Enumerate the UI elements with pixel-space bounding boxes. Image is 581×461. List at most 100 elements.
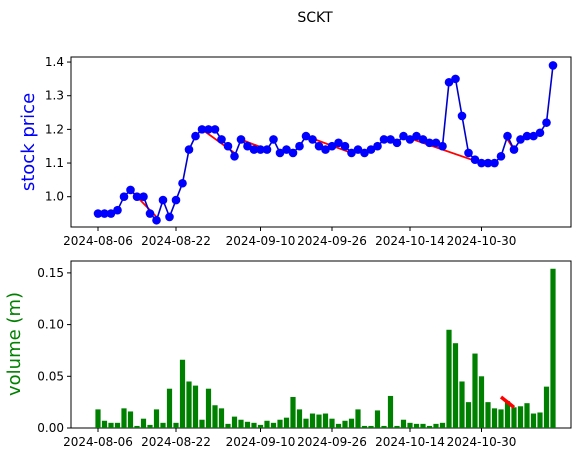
volume-bar <box>108 422 114 428</box>
volume-bar <box>452 343 459 428</box>
price-point <box>509 145 519 154</box>
volume-bar <box>212 405 218 428</box>
price-point <box>366 145 376 154</box>
volume-bar <box>218 408 225 428</box>
price-x-axis: 2024-08-06 2024-08-22 2024-09-10 2024-09-26… <box>63 227 516 248</box>
volume-bar <box>290 396 296 428</box>
price-point <box>100 209 109 218</box>
price-point <box>204 125 213 134</box>
price-point <box>230 152 239 161</box>
volume-bar <box>537 412 543 428</box>
price-point <box>126 185 135 195</box>
price-point <box>308 135 317 144</box>
price-point <box>223 141 233 151</box>
volume-bar <box>504 401 511 428</box>
price-point <box>191 131 200 141</box>
volume-bar <box>426 425 433 428</box>
price-point <box>405 135 415 144</box>
volume-bar <box>296 409 303 428</box>
volume-bar <box>400 419 407 428</box>
price-point <box>399 131 408 141</box>
price-point <box>477 158 486 168</box>
volume-x-tick-label: 2024-10-30 <box>447 435 517 449</box>
volume-bar <box>361 425 368 428</box>
volume-bar <box>446 329 452 428</box>
price-point <box>360 148 369 158</box>
volume-bar <box>511 407 517 428</box>
volume-bar <box>387 395 394 428</box>
volume-trend-segment <box>499 395 516 409</box>
price-point <box>314 141 324 151</box>
volume-bar <box>173 422 179 428</box>
price-point <box>529 131 538 141</box>
volume-bar <box>433 423 439 428</box>
price-point <box>392 138 402 148</box>
volume-bar <box>491 408 498 428</box>
price-point <box>496 152 506 161</box>
volume-bar <box>309 413 316 428</box>
price-point <box>295 141 304 151</box>
volume-x-tick-label: 2024-08-22 <box>141 435 211 449</box>
volume-bar <box>465 402 472 428</box>
chart-title: SCKT <box>297 10 333 26</box>
volume-bars <box>95 268 556 428</box>
price-point <box>165 212 174 222</box>
volume-bar <box>238 419 244 428</box>
volume-y-axis: 0.00 0.05 0.10 0.15 <box>37 266 71 435</box>
volume-plot-area <box>70 260 572 429</box>
volume-bar <box>199 419 205 428</box>
volume-bar <box>264 420 270 428</box>
volume-x-axis: 2024-08-06 2024-08-22 2024-09-10 2024-09-26… <box>63 428 516 449</box>
volume-bar <box>413 423 420 428</box>
price-point <box>249 145 259 154</box>
price-point <box>275 148 285 158</box>
price-point <box>282 145 291 154</box>
volume-x-tick-label: 2024-09-10 <box>226 435 296 449</box>
price-x-tick-label: 2024-08-06 <box>63 234 133 248</box>
price-point <box>217 135 226 144</box>
price-x-tick-label: 2024-09-26 <box>297 234 367 248</box>
price-point <box>93 209 103 218</box>
volume-y-axis-label: volume (m) <box>4 292 25 396</box>
volume-bar <box>517 406 524 428</box>
volume-bar <box>127 411 134 428</box>
volume-x-tick-label: 2024-09-26 <box>297 435 367 449</box>
price-point <box>340 141 350 151</box>
volume-bar <box>205 388 212 428</box>
volume-y-tick-label: 0.15 <box>37 266 64 280</box>
volume-bar <box>420 423 426 428</box>
price-point <box>210 125 220 134</box>
volume-y-tick-label: 0.10 <box>37 318 64 332</box>
price-x-tick-label: 2024-08-22 <box>141 234 211 248</box>
volume-bar <box>251 422 257 428</box>
price-point <box>503 131 512 141</box>
price-point <box>535 128 545 138</box>
price-markers <box>93 61 558 225</box>
volume-bar <box>121 408 127 428</box>
price-point <box>386 135 395 144</box>
price-point <box>490 158 499 168</box>
price-point <box>262 145 272 154</box>
price-point <box>548 61 558 70</box>
price-point <box>171 195 181 205</box>
volume-bar <box>394 425 400 428</box>
volume-bar <box>283 417 290 428</box>
volume-bar <box>179 359 186 428</box>
volume-bar <box>348 418 355 428</box>
price-point <box>113 205 122 215</box>
volume-bar <box>374 410 381 428</box>
price-point <box>243 141 252 151</box>
volume-bar <box>524 403 530 428</box>
volume-bar <box>472 353 478 428</box>
price-point <box>184 145 194 154</box>
price-point <box>451 74 460 84</box>
price-point <box>353 145 363 154</box>
volume-y-tick-label: 0.05 <box>37 369 64 383</box>
price-point <box>236 135 246 144</box>
price-x-tick-label: 2024-10-14 <box>375 234 445 248</box>
volume-y-tick-label: 0.00 <box>37 421 64 435</box>
price-point <box>438 141 447 151</box>
volume-bar <box>134 425 140 428</box>
price-point <box>301 131 311 141</box>
volume-bar <box>329 418 335 428</box>
